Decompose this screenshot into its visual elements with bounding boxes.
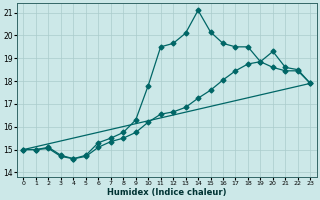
X-axis label: Humidex (Indice chaleur): Humidex (Indice chaleur) xyxy=(107,188,227,197)
